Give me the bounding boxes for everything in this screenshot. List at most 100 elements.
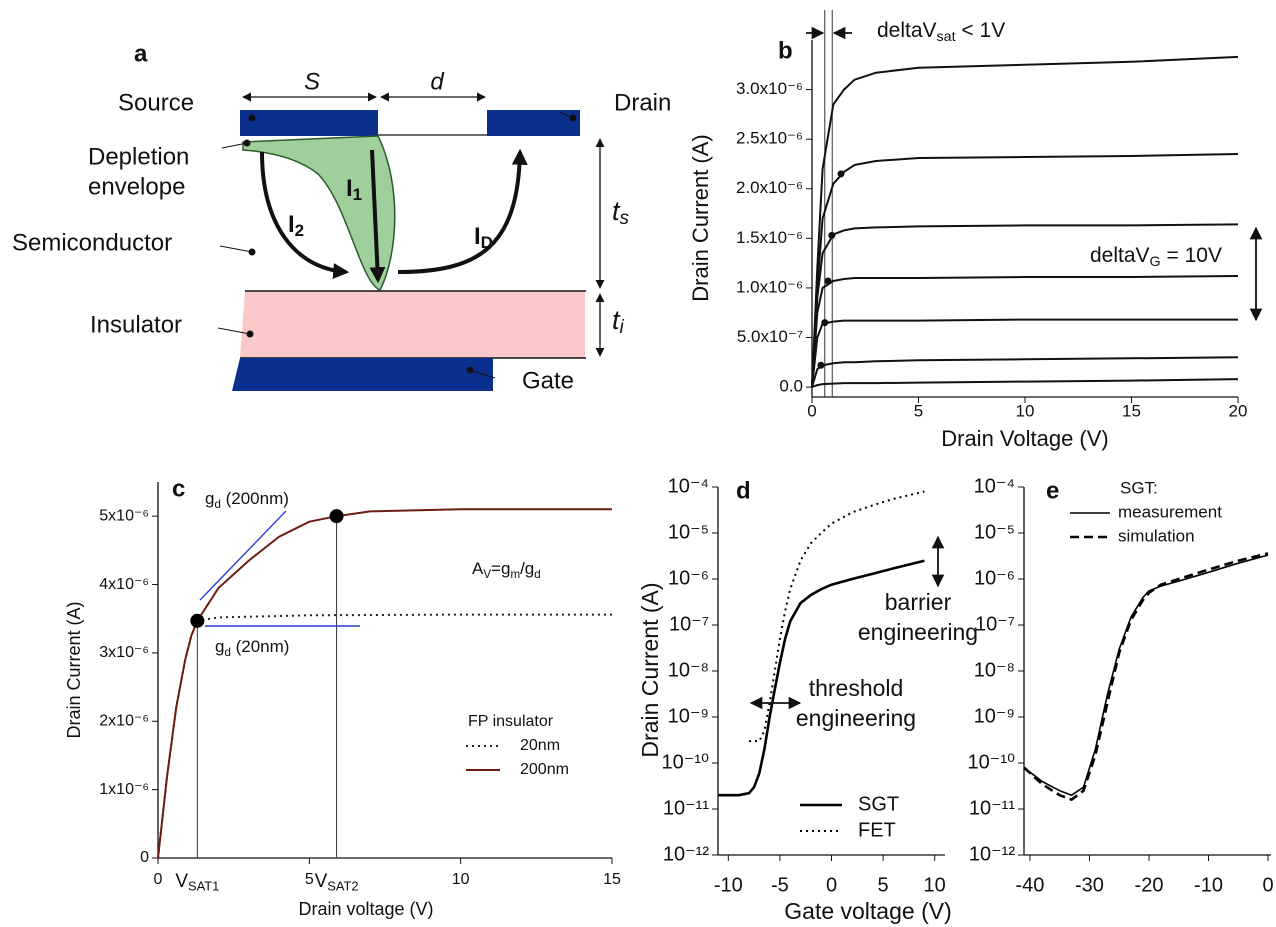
data-line	[157, 508, 612, 859]
text-part: g	[205, 489, 214, 508]
legend-label: SGT	[858, 793, 899, 815]
data-point	[828, 231, 836, 239]
subscript: SAT1	[188, 879, 219, 894]
x-tick-label: 5	[305, 871, 314, 888]
data-point	[190, 613, 205, 628]
subscript: 1	[353, 185, 362, 204]
y-tick-label: 10⁻⁷	[975, 613, 1015, 635]
annotation: gd (20nm)	[215, 637, 289, 658]
y-axis-label: Drain Current (A)	[64, 601, 84, 738]
data-line	[811, 55, 1239, 388]
depletion-label: Depletion	[88, 143, 189, 170]
x-tick-label: 0	[807, 401, 816, 420]
y-tick-label: 10⁻⁹	[668, 705, 709, 727]
subscript: d	[214, 499, 220, 511]
drain-label: Drain	[614, 89, 671, 116]
y-tick-label: 10⁻⁶	[974, 567, 1015, 589]
data-point	[824, 277, 832, 285]
y-tick-label: 3x10⁻⁶	[99, 644, 149, 661]
x-tick-label: -10	[714, 874, 743, 896]
text-part: < 1V	[956, 19, 1006, 42]
y-tick-label: 10⁻¹⁰	[968, 751, 1015, 773]
x-tick-label: 10	[924, 874, 946, 896]
text-part: I	[288, 211, 295, 238]
leader-dot	[248, 114, 256, 122]
drain-electrode	[487, 110, 580, 136]
leader-line	[219, 245, 253, 253]
x-axis-label: Drain voltage (V)	[298, 899, 433, 919]
data-point	[821, 319, 829, 327]
y-tick-label: 5x10⁻⁶	[99, 507, 149, 524]
marker-label: VSAT1	[175, 871, 219, 894]
text-part: /g	[520, 559, 534, 578]
y-tick-label: 10⁻⁵	[974, 521, 1015, 543]
gate-label: Gate	[522, 367, 574, 394]
dimension-label: S	[304, 68, 320, 95]
y-tick-label: 1.0x10⁻⁶	[736, 277, 803, 296]
marker-label: VSAT2	[315, 871, 359, 894]
panel-label: c	[172, 475, 185, 502]
text-part: A	[472, 559, 484, 578]
data-line	[749, 490, 925, 743]
legend-title: SGT:	[1120, 478, 1158, 497]
x-tick-label: 10	[452, 871, 470, 888]
data-line	[811, 153, 1239, 388]
y-tick-label: 1.5x10⁻⁶	[736, 228, 803, 247]
text-part: deltaV	[877, 19, 937, 42]
x-tick-label: -30	[1075, 874, 1104, 896]
depletion-envelope	[242, 135, 396, 291]
legend-label: FET	[858, 819, 896, 841]
legend-label: measurement	[1118, 502, 1222, 521]
y-tick-label: 10⁻⁴	[668, 475, 709, 497]
data-line	[811, 378, 1239, 389]
subscript: G	[1150, 254, 1161, 270]
semiconductor-label: Semiconductor	[12, 229, 172, 256]
annotation: deltaVsat < 1V	[877, 19, 1005, 45]
y-tick-label: 3.0x10⁻⁶	[736, 79, 803, 98]
x-axis-label: Drain Voltage (V)	[941, 426, 1109, 451]
y-axis-label: Drain Current (A)	[637, 582, 663, 757]
subscript: i	[620, 317, 625, 338]
text-part: I	[346, 175, 353, 202]
leader-line	[217, 327, 251, 335]
y-tick-label: 0.0	[779, 377, 803, 396]
subscript: D	[481, 233, 493, 252]
depletion-label: envelope	[88, 173, 185, 200]
annotation: gd (200nm)	[205, 489, 289, 510]
annotation: AV=gm/gd	[472, 559, 541, 580]
legend-label: simulation	[1118, 526, 1195, 545]
current-label: I1	[346, 175, 362, 204]
subscript: 2	[295, 221, 304, 240]
x-tick-label: 5	[878, 874, 889, 896]
x-tick-label: 15	[1122, 401, 1141, 420]
x-tick-label: 20	[1229, 401, 1248, 420]
subscript: s	[620, 208, 630, 229]
panel-label: b	[778, 37, 793, 64]
annotation: engineering	[796, 705, 916, 731]
data-point	[817, 361, 825, 369]
x-tick-label: -20	[1135, 874, 1164, 896]
x-tick-label: 0	[826, 874, 837, 896]
text-part: (20nm)	[231, 637, 290, 656]
text-part: V	[175, 871, 188, 892]
tangent-line	[199, 510, 287, 601]
source-electrode	[240, 110, 378, 136]
y-tick-label: 1x10⁻⁶	[99, 781, 149, 798]
y-tick-label: 10⁻⁶	[668, 567, 709, 589]
legend-label: 200nm	[520, 761, 569, 778]
current-arrow	[369, 149, 386, 284]
text-part: I	[474, 223, 481, 250]
annotation: threshold	[809, 675, 904, 701]
subscript: m	[510, 569, 520, 581]
y-tick-label: 10⁻¹²	[663, 843, 709, 865]
x-tick-label: -5	[771, 874, 789, 896]
current-arrow	[397, 148, 528, 274]
x-axis-label: Gate voltage (V)	[784, 898, 951, 924]
text-part: V	[315, 871, 328, 892]
x-tick-label: 5	[914, 401, 923, 420]
thickness-label: ti	[612, 305, 625, 338]
y-tick-label: 10⁻¹¹	[663, 797, 709, 819]
current-label: ID	[474, 223, 493, 252]
annotation: deltaVG = 10V	[1090, 244, 1222, 270]
